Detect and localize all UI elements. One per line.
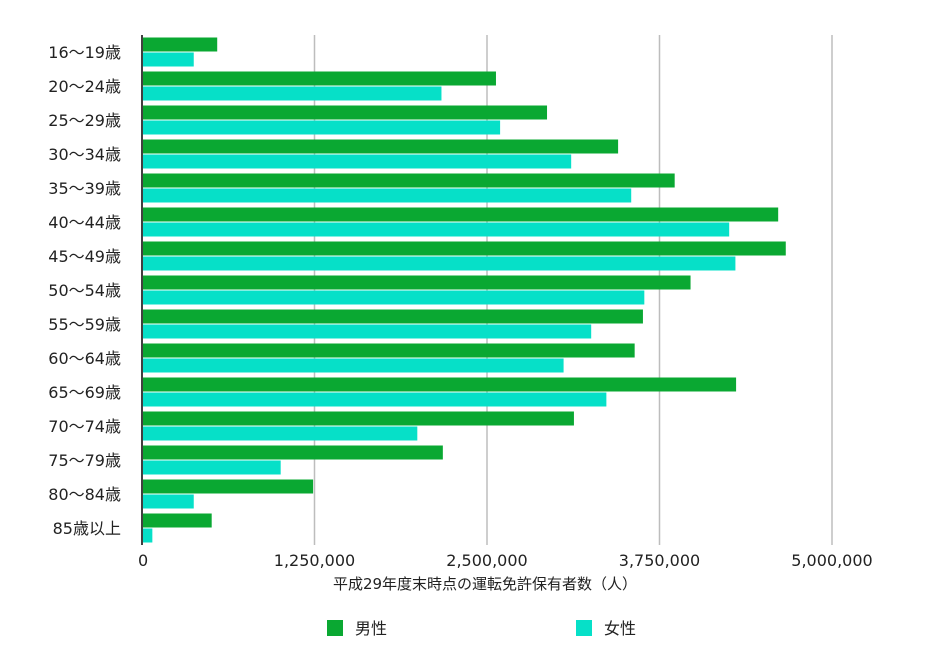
bar-female (143, 188, 632, 203)
bar-female (143, 358, 564, 373)
legend-swatch (327, 620, 343, 636)
bar-male (143, 241, 786, 256)
bar-female (143, 324, 592, 339)
bar-male (143, 309, 643, 324)
category-label: 50〜54歳 (48, 281, 121, 300)
bar-female (143, 154, 572, 169)
category-label: 65〜69歳 (48, 383, 121, 402)
x-tick-label: 5,000,000 (791, 551, 872, 570)
bar-female (143, 528, 153, 543)
x-axis-title: 平成29年度末時点の運転免許保有者数（人） (333, 575, 637, 593)
bar-female (143, 52, 194, 67)
category-label: 80〜84歳 (48, 485, 121, 504)
bar-male (143, 343, 635, 358)
bar-male (143, 377, 737, 392)
bar-male (143, 479, 314, 494)
bars (143, 37, 786, 543)
x-tick-labels: 0 1,250,000 2,500,000 3,750,000 5,000,000 (138, 551, 873, 570)
x-tick-label: 2,500,000 (446, 551, 527, 570)
category-label: 45〜49歳 (48, 247, 121, 266)
category-label: 75〜79歳 (48, 451, 121, 470)
legend-label: 女性 (604, 619, 636, 638)
legend-label: 男性 (355, 619, 387, 638)
bar-male (143, 275, 691, 290)
x-tick-label: 0 (138, 551, 148, 570)
x-tick-label: 3,750,000 (619, 551, 700, 570)
category-label: 85歳以上 (53, 519, 121, 538)
legend-swatch (576, 620, 592, 636)
x-tick-label: 1,250,000 (274, 551, 355, 570)
bar-female (143, 120, 501, 135)
bar-male (143, 37, 218, 52)
bar-female (143, 290, 645, 305)
bar-female (143, 86, 442, 101)
category-label: 20〜24歳 (48, 77, 121, 96)
category-label: 60〜64歳 (48, 349, 121, 368)
bar-female (143, 222, 730, 237)
bar-male (143, 513, 212, 528)
bar-male (143, 105, 548, 120)
category-label: 55〜59歳 (48, 315, 121, 334)
legend: 男性 女性 (327, 619, 636, 638)
bar-male (143, 71, 496, 86)
category-label: 70〜74歳 (48, 417, 121, 436)
category-labels: 16〜19歳 20〜24歳 25〜29歳 30〜34歳 35〜39歳 40〜44歳 45〜4… (48, 43, 121, 538)
bar-female (143, 256, 736, 271)
grid-lines (141, 35, 833, 545)
bar-male (143, 445, 443, 460)
category-label: 25〜29歳 (48, 111, 121, 130)
bar-male (143, 139, 619, 154)
bar-male (143, 173, 675, 188)
bar-female (143, 494, 194, 509)
bar-female (143, 426, 418, 441)
category-label: 40〜44歳 (48, 213, 121, 232)
category-label: 30〜34歳 (48, 145, 121, 164)
bar-male (143, 207, 779, 222)
bar-female (143, 460, 281, 475)
bar-female (143, 392, 607, 407)
category-label: 35〜39歳 (48, 179, 121, 198)
bar-male (143, 411, 574, 426)
category-label: 16〜19歳 (48, 43, 121, 62)
